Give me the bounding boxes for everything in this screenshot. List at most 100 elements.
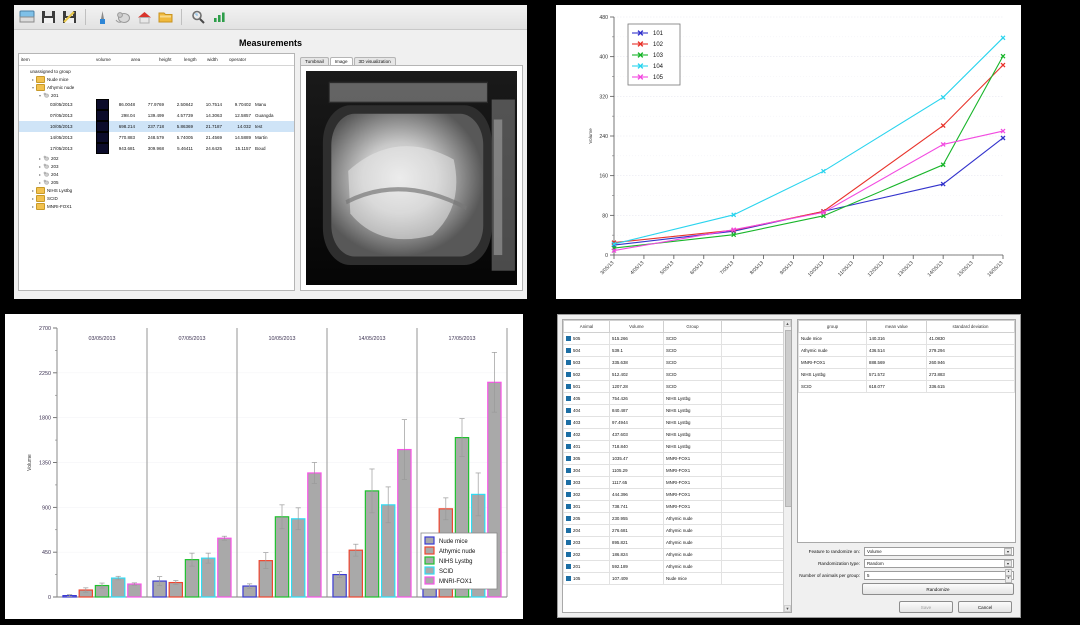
- growth-line-chart-panel: 0 80 160 240 320 400 480 3/05/13 4/05/13 5/05/13 6…: [556, 5, 1021, 299]
- chevron-down-icon-2[interactable]: ▼: [1004, 560, 1012, 567]
- table-row[interactable]: 403 97.4944 NIHS Lystbg: [563, 416, 791, 429]
- tree-group-row[interactable]: ▸ NIHS Lystbg: [19, 186, 294, 194]
- expand-arrow-icon[interactable]: ▾: [31, 84, 34, 90]
- table-row[interactable]: 304 1105.29 MNRI-FOX1: [563, 464, 791, 477]
- table-row[interactable]: 505 515.266 SCID: [563, 332, 791, 345]
- tree-group-row[interactable]: ▸ MNRI-FOX1: [19, 202, 294, 210]
- measurement-thumbnail[interactable]: [96, 99, 109, 110]
- cell-area: 77.9769: [147, 102, 164, 107]
- table-row[interactable]: 501 1207.28 SCID: [563, 380, 791, 393]
- toolbar-separator-2: [181, 9, 182, 25]
- save-icon[interactable]: [39, 8, 57, 26]
- tree-measurement-row[interactable]: 07/05/2013 298.04 139.499 4.57739 14.3063 12.…: [19, 110, 294, 121]
- chevron-down-icon[interactable]: ▼: [1004, 548, 1012, 555]
- save-button[interactable]: Save: [899, 601, 953, 613]
- expand-arrow-icon[interactable]: ▸: [38, 179, 41, 185]
- table-row[interactable]: 405 754.426 NIHS Lystbg: [563, 392, 791, 405]
- cell-operator: test: [255, 124, 263, 129]
- scroll-up-arrow-icon[interactable]: ▲: [784, 320, 791, 327]
- table-row[interactable]: 201 592.189 Athymic nude: [563, 560, 791, 573]
- home-icon[interactable]: [135, 8, 153, 26]
- measurement-thumbnail[interactable]: [96, 121, 109, 132]
- tab-tumbnail[interactable]: Tumbnail: [300, 57, 329, 65]
- search-icon[interactable]: [189, 8, 207, 26]
- table-row[interactable]: 302 444.396 MNRI-FOX1: [563, 488, 791, 501]
- cell-length: 14.3063: [205, 113, 222, 118]
- cancel-button[interactable]: Cancel: [958, 601, 1012, 613]
- animals-col-animal[interactable]: Animal: [563, 320, 610, 333]
- measurement-thumbnail[interactable]: [96, 132, 109, 143]
- save-edit-icon[interactable]: [60, 8, 78, 26]
- table-row[interactable]: 404 840.487 NIHS Lystbg: [563, 404, 791, 417]
- animals-per-group-stepper[interactable]: 5 ▲ ▼: [864, 568, 1014, 583]
- tree-measurement-row[interactable]: 03/05/2013 86.0048 77.9769 2.50842 10.7514 9.…: [19, 99, 294, 110]
- type-select[interactable]: Random ▼: [864, 559, 1014, 568]
- expand-arrow-icon[interactable]: ▸: [31, 187, 34, 193]
- scrollbar-thumb[interactable]: [785, 330, 791, 507]
- tree-measurement-row[interactable]: 14/05/2013 770.883 248.579 5.74005 21.4569 14…: [19, 132, 294, 143]
- stepper-up-icon[interactable]: ▲: [1005, 568, 1012, 576]
- table-row[interactable]: 502 512.402 SCID: [563, 368, 791, 381]
- table-row[interactable]: 205 230.955 Athymic nude: [563, 512, 791, 525]
- randomize-button[interactable]: Randomize: [862, 583, 1014, 595]
- animals-col-group[interactable]: Group: [663, 320, 722, 333]
- table-row[interactable]: 303 1117.65 MNRI-FOX1: [563, 476, 791, 489]
- tree-col-width: width: [207, 57, 218, 62]
- table-row[interactable]: 402 437.603 NIHS Lystbg: [563, 428, 791, 441]
- animals-col-volume[interactable]: Volume: [609, 320, 664, 333]
- tree-group-row[interactable]: ▸ 203: [19, 162, 294, 170]
- table-row[interactable]: 204 276.681 Athymic nude: [563, 524, 791, 537]
- open-icon[interactable]: [18, 8, 36, 26]
- animals-table-scrollbar[interactable]: ▲ ▼: [783, 320, 791, 612]
- cell-volume: 770.883: [118, 135, 135, 140]
- tree-measurement-row[interactable]: 10/05/2013 698.214 237.718 5.86369 21.7187 14…: [19, 121, 294, 132]
- tab-3d-visualization[interactable]: 3D visualization: [353, 57, 396, 65]
- table-row[interactable]: 301 738.741 MNRI-FOX1: [563, 500, 791, 513]
- stepper-down-icon[interactable]: ▼: [1005, 575, 1012, 583]
- svg-text:07/05/2013: 07/05/2013: [179, 336, 206, 342]
- measurement-tree[interactable]: item volume area height length width ope…: [18, 53, 295, 291]
- expand-arrow-icon[interactable]: ▸: [38, 163, 41, 169]
- tab-image[interactable]: Image: [329, 57, 353, 65]
- folder-icon[interactable]: [156, 8, 174, 26]
- mouse-icon[interactable]: [114, 8, 132, 26]
- animals-table-container[interactable]: Animal Volume Group 505 515.266 SCID 504 539…: [562, 319, 792, 613]
- chart-icon[interactable]: [210, 8, 228, 26]
- measurement-thumbnail[interactable]: [96, 143, 109, 154]
- table-row[interactable]: 305 1035.47 MNRI-FOX1: [563, 452, 791, 465]
- row-marker-icon: [566, 396, 571, 402]
- expand-arrow-icon[interactable]: ▸: [38, 171, 41, 177]
- table-row[interactable]: 503 335.638 SCID: [563, 356, 791, 369]
- tree-group-row[interactable]: ▸ 202: [19, 154, 294, 162]
- tree-group-row[interactable]: ▸ 205: [19, 178, 294, 186]
- tree-group-row[interactable]: ▸ Nude mice: [19, 75, 294, 83]
- expand-arrow-icon[interactable]: ▾: [38, 92, 41, 98]
- tree-group-row[interactable]: unassigned to group: [19, 67, 294, 75]
- calibrate-icon[interactable]: [93, 8, 111, 26]
- group-bar-chart: 0 450 900 1350 1800 2250 2700 03/05/2013 07/05/2…: [5, 314, 523, 619]
- table-row[interactable]: 401 718.840 NIHS Lystbg: [563, 440, 791, 453]
- table-row[interactable]: 504 539.1 SCID: [563, 344, 791, 357]
- expand-arrow-icon[interactable]: ▸: [38, 155, 41, 161]
- table-row[interactable]: 105 107.409 Nude mice: [563, 572, 791, 585]
- count-label: Number of animals per group:: [799, 573, 860, 578]
- feature-select[interactable]: Volume ▼: [864, 547, 1014, 556]
- table-row[interactable]: 203 895.821 Athymic nude: [563, 536, 791, 549]
- expand-arrow-icon[interactable]: ▸: [31, 203, 34, 209]
- scroll-down-arrow-icon[interactable]: ▼: [784, 605, 791, 612]
- expand-arrow-icon[interactable]: ▸: [31, 195, 34, 201]
- tree-group-row[interactable]: ▾ Athymic nude: [19, 83, 294, 91]
- stepper-arrows[interactable]: ▲ ▼: [1005, 568, 1012, 583]
- tree-group-row[interactable]: ▾ 201: [19, 91, 294, 99]
- expand-arrow-icon[interactable]: ▸: [31, 76, 34, 82]
- tree-group-row[interactable]: ▸ 204: [19, 170, 294, 178]
- cell-animal: 503: [563, 356, 610, 369]
- tree-measurement-row[interactable]: 17/05/2013 943.681 309.968 5.46411 24.6425 15…: [19, 143, 294, 154]
- cell-volume: 186.824: [609, 548, 664, 561]
- cell-blank: [721, 464, 791, 477]
- tree-group-row[interactable]: ▸ SCID: [19, 194, 294, 202]
- measurement-thumbnail[interactable]: [96, 110, 109, 121]
- svg-text:101: 101: [653, 31, 664, 37]
- table-row[interactable]: 202 186.824 Athymic nude: [563, 548, 791, 561]
- svg-text:14/05/2013: 14/05/2013: [359, 336, 386, 342]
